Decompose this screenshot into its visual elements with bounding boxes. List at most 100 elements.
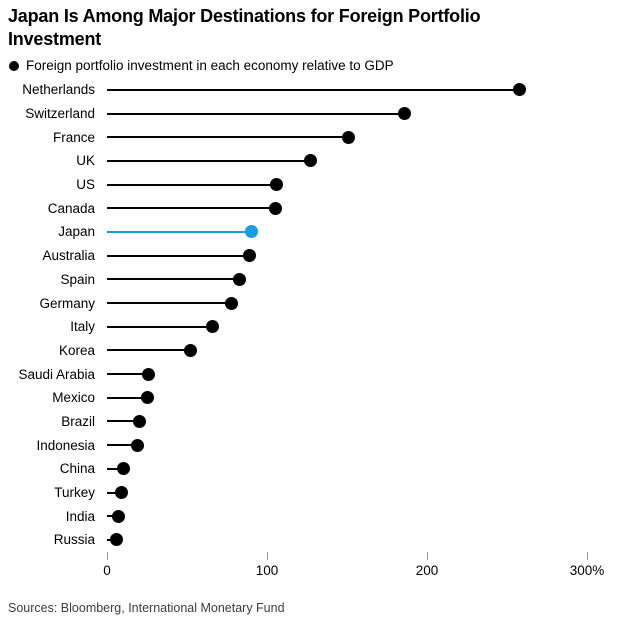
chart-row-australia: Australia — [0, 244, 618, 268]
data-point-dot — [398, 107, 412, 121]
row-label: Germany — [39, 295, 95, 311]
chart-row-saudi-arabia: Saudi Arabia — [0, 362, 618, 386]
row-label: Australia — [42, 248, 95, 264]
chart-row-turkey: Turkey — [0, 481, 618, 505]
chart-legend: Foreign portfolio investment in each eco… — [9, 58, 394, 73]
chart-row-us: US — [0, 173, 618, 197]
row-plot — [107, 481, 587, 505]
chart-row-mexico: Mexico — [0, 386, 618, 410]
data-point-dot — [303, 154, 317, 168]
data-point-dot — [114, 486, 128, 500]
data-point-dot — [132, 414, 146, 428]
row-plot — [107, 173, 587, 197]
chart-row-germany: Germany — [0, 291, 618, 315]
row-label: Indonesia — [36, 437, 95, 453]
row-plot — [107, 149, 587, 173]
x-axis-tick-label: 100 — [255, 563, 279, 578]
lollipop-stem — [107, 254, 250, 257]
chart-row-uk: UK — [0, 149, 618, 173]
data-point-dot — [110, 533, 124, 547]
lollipop-stem — [107, 183, 277, 186]
row-label: Japan — [58, 224, 95, 240]
row-label: Turkey — [54, 485, 95, 501]
chart-row-japan: Japan — [0, 220, 618, 244]
lollipop-stem — [107, 136, 349, 139]
x-axis-tick-mark — [266, 552, 268, 560]
data-point-dot — [140, 391, 154, 405]
data-point-dot — [513, 83, 527, 97]
lollipop-stem — [107, 444, 138, 447]
chart-row-india: India — [0, 504, 618, 528]
row-plot — [107, 457, 587, 481]
chart-row-netherlands: Netherlands — [0, 78, 618, 102]
row-label: Mexico — [52, 390, 95, 406]
data-point-dot — [244, 225, 258, 239]
lollipop-stem — [107, 325, 213, 328]
data-point-dot — [233, 272, 247, 286]
row-plot — [107, 433, 587, 457]
lollipop-stem — [107, 278, 240, 281]
x-axis-tick-label: 300% — [569, 563, 605, 578]
row-label: Russia — [53, 532, 95, 548]
lollipop-plot-area: Netherlands Switzerland France UK US — [0, 78, 618, 552]
data-point-dot — [142, 367, 156, 381]
row-plot — [107, 78, 587, 102]
data-point-dot — [225, 296, 239, 310]
lollipop-stem — [107, 207, 275, 210]
lollipop-stem — [107, 467, 123, 470]
chart-row-china: China — [0, 457, 618, 481]
x-axis-tick-mark — [426, 552, 428, 560]
row-label: India — [65, 508, 95, 524]
x-axis-tick-mark — [586, 552, 588, 560]
row-label: Canada — [47, 200, 95, 216]
chart-row-spain: Spain — [0, 268, 618, 292]
lollipop-stem — [107, 373, 149, 376]
chart-row-russia: Russia — [0, 528, 618, 552]
row-plot — [107, 244, 587, 268]
lollipop-stem — [107, 420, 139, 423]
x-axis-tick-label: 0 — [103, 563, 111, 578]
row-label: UK — [76, 153, 95, 169]
row-label: Korea — [58, 342, 95, 358]
row-plot — [107, 410, 587, 434]
row-plot — [107, 362, 587, 386]
lollipop-stem — [107, 491, 122, 494]
row-label: Netherlands — [22, 82, 95, 98]
chart-row-korea: Korea — [0, 339, 618, 363]
row-plot — [107, 196, 587, 220]
chart-row-canada: Canada — [0, 196, 618, 220]
lollipop-stem — [107, 349, 191, 352]
row-label: Brazil — [61, 413, 95, 429]
chart-row-france: France — [0, 125, 618, 149]
data-point-dot — [206, 320, 220, 334]
chart-row-italy: Italy — [0, 315, 618, 339]
row-label: China — [59, 461, 95, 477]
lollipop-stem — [107, 302, 232, 305]
source-note: Sources: Bloomberg, International Moneta… — [8, 601, 285, 615]
row-label: Saudi Arabia — [18, 366, 95, 382]
row-plot — [107, 315, 587, 339]
lollipop-stem — [107, 112, 405, 115]
row-label: Switzerland — [25, 106, 95, 122]
row-plot — [107, 125, 587, 149]
data-point-dot — [270, 178, 284, 192]
row-plot — [107, 220, 587, 244]
row-plot — [107, 268, 587, 292]
chart-row-indonesia: Indonesia — [0, 433, 618, 457]
lollipop-stem — [107, 396, 147, 399]
row-label: Italy — [70, 319, 95, 335]
row-label: US — [76, 177, 95, 193]
data-point-dot — [342, 130, 356, 144]
data-point-dot — [242, 249, 256, 263]
legend-dot-icon — [9, 60, 19, 71]
lollipop-stem — [107, 88, 520, 91]
row-plot — [107, 102, 587, 126]
row-plot — [107, 528, 587, 552]
chart-title: Japan Is Among Major Destinations for Fo… — [8, 6, 481, 49]
x-axis-tick-mark — [106, 552, 108, 560]
row-plot — [107, 339, 587, 363]
chart-row-brazil: Brazil — [0, 410, 618, 434]
data-point-dot — [111, 509, 125, 523]
data-point-dot — [130, 438, 144, 452]
